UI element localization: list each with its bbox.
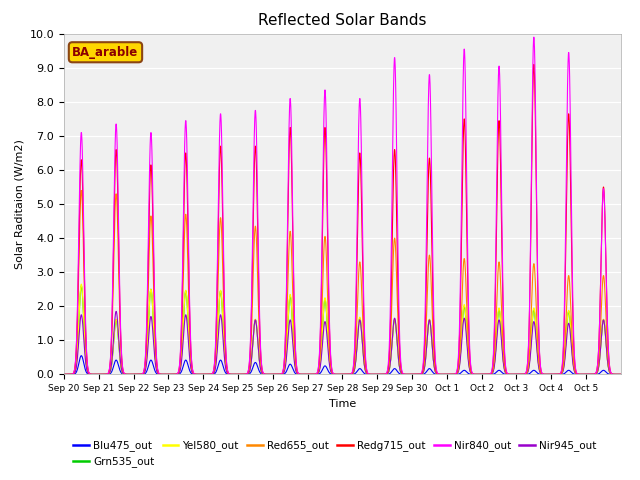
Text: BA_arable: BA_arable [72, 46, 139, 59]
Y-axis label: Solar Raditaion (W/m2): Solar Raditaion (W/m2) [14, 139, 24, 269]
Legend: Blu475_out, Grn535_out, Yel580_out, Red655_out, Redg715_out, Nir840_out, Nir945_: Blu475_out, Grn535_out, Yel580_out, Red6… [69, 436, 600, 471]
X-axis label: Time: Time [329, 399, 356, 408]
Title: Reflected Solar Bands: Reflected Solar Bands [258, 13, 427, 28]
